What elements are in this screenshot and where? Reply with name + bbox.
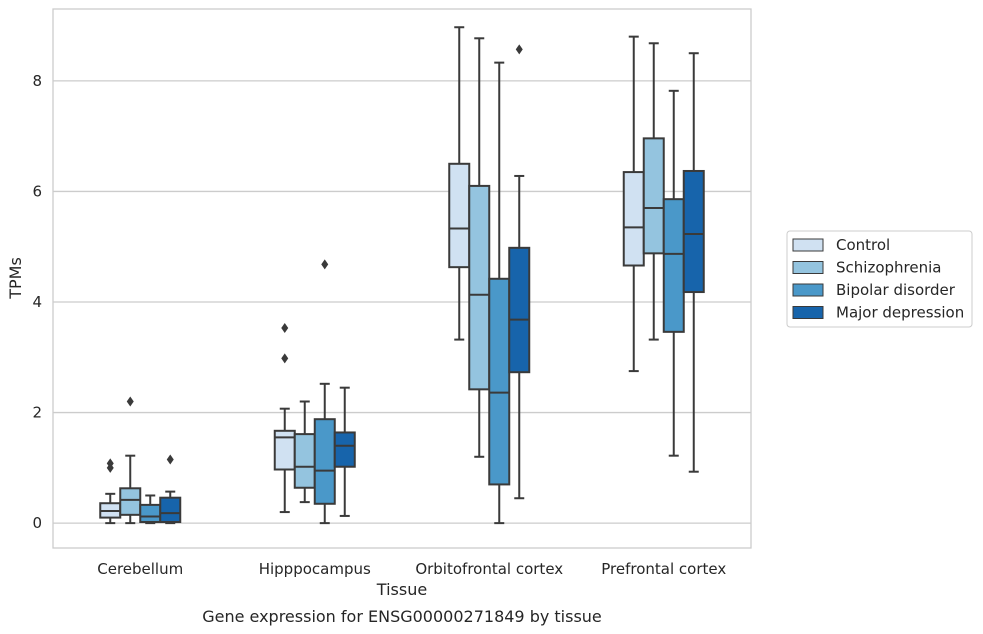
y-tick-label: 8 — [32, 72, 42, 90]
box — [159, 454, 182, 525]
box — [508, 44, 531, 500]
box-body — [333, 431, 356, 468]
box — [313, 259, 336, 525]
legend-swatch — [792, 306, 824, 319]
y-tick-label: 4 — [32, 293, 42, 311]
x-tick-label: Hipppocampus — [259, 560, 371, 578]
legend: Control Schizophrenia Bipolar disorder Majo… — [786, 230, 973, 328]
legend-label: Schizophrenia — [836, 259, 941, 277]
plot-frame — [52, 8, 752, 549]
legend-label: Control — [836, 236, 890, 254]
box — [448, 26, 471, 341]
box — [468, 37, 491, 458]
box-body — [119, 487, 142, 516]
outlier-point — [515, 44, 523, 55]
x-tick-label: Orbitofrontal cortex — [415, 560, 563, 578]
box-body — [662, 198, 685, 333]
outlier-point — [166, 454, 174, 465]
box — [99, 458, 122, 525]
box — [488, 61, 511, 525]
box — [273, 322, 296, 514]
outlier-point — [126, 396, 134, 407]
box-body — [642, 137, 665, 255]
box-body — [313, 418, 336, 505]
legend-swatch — [792, 283, 824, 297]
box-body — [468, 184, 491, 391]
box — [622, 35, 645, 373]
box-body — [622, 171, 645, 267]
box — [119, 396, 142, 525]
legend-swatch — [792, 238, 824, 252]
box — [293, 400, 316, 504]
box — [662, 89, 685, 457]
box — [139, 494, 162, 525]
box — [333, 386, 356, 517]
box-body — [448, 162, 471, 269]
legend-label: Bipolar disorder — [836, 281, 956, 299]
box-body — [293, 433, 316, 489]
y-axis-title: TPMs — [6, 257, 25, 300]
outlier-point — [281, 322, 289, 333]
chart-caption: Gene expression for ENSG00000271849 by t… — [202, 607, 602, 626]
outlier-point — [321, 259, 329, 270]
outlier-point — [281, 353, 289, 364]
legend-swatch — [792, 261, 824, 274]
box-body — [139, 503, 162, 524]
y-tick-label: 2 — [32, 404, 42, 422]
outlier-point — [106, 458, 114, 469]
y-tick-label: 0 — [32, 514, 42, 532]
boxplot-series — [99, 26, 705, 525]
legend-label: Major depression — [836, 304, 964, 322]
box-body — [682, 169, 705, 294]
box-body — [508, 246, 531, 374]
y-tick-label: 6 — [32, 182, 42, 200]
x-axis-title: Tissue — [376, 580, 427, 599]
x-tick-labels: Cerebellum Hipppocampus Orbitofrontal cort… — [97, 560, 726, 578]
box — [642, 42, 665, 341]
x-tick-label: Prefrontal cortex — [601, 560, 726, 578]
x-tick-label: Cerebellum — [97, 560, 183, 578]
box-body — [488, 277, 511, 486]
y-tick-labels: 0 2 4 6 8 — [32, 72, 42, 532]
box — [682, 52, 705, 473]
box-body — [159, 496, 182, 524]
legend-frame — [786, 230, 973, 328]
